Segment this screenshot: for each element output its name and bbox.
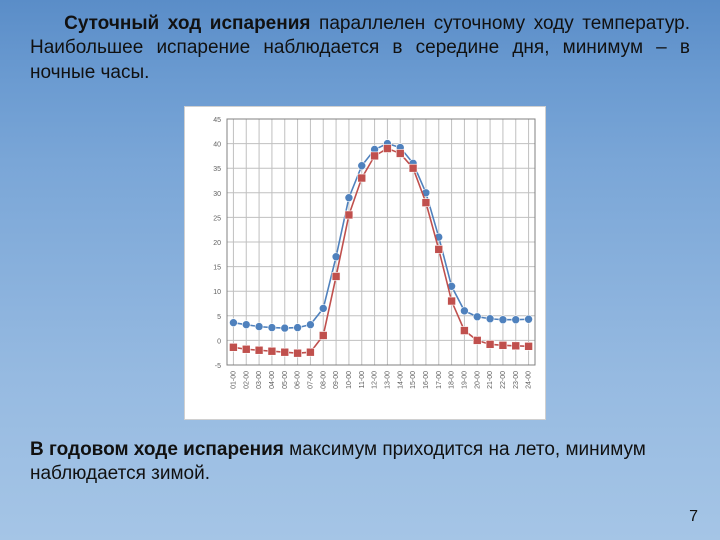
bottom-bold: В годовом ходе испарения <box>30 439 284 460</box>
svg-text:13-00: 13-00 <box>384 371 391 389</box>
svg-text:11-00: 11-00 <box>359 371 366 388</box>
svg-text:16-00: 16-00 <box>423 371 430 389</box>
svg-text:06-00: 06-00 <box>295 371 302 389</box>
evaporation-chart: -5 0 5 10 15 20 25 30 35 40 45 01-00 02-00 03-00 04-00… <box>184 106 546 420</box>
svg-text:14-00: 14-00 <box>397 371 404 389</box>
svg-text:23-00: 23-00 <box>513 371 520 389</box>
svg-text:15-00: 15-00 <box>410 371 417 389</box>
page-number: 7 <box>689 508 698 526</box>
svg-text:5: 5 <box>217 314 221 321</box>
svg-text:09-00: 09-00 <box>333 371 340 389</box>
svg-text:45: 45 <box>213 117 221 124</box>
svg-text:20: 20 <box>213 240 221 247</box>
svg-text:08-00: 08-00 <box>320 371 327 389</box>
svg-text:25: 25 <box>213 215 221 222</box>
svg-text:0: 0 <box>217 338 221 345</box>
svg-text:24-00: 24-00 <box>526 371 533 389</box>
svg-text:-5: -5 <box>215 363 221 370</box>
svg-text:21-00: 21-00 <box>487 371 494 389</box>
bottom-paragraph: В годовом ходе испарения максимум приход… <box>30 438 660 487</box>
svg-text:19-00: 19-00 <box>461 371 468 389</box>
svg-text:01-00: 01-00 <box>230 371 237 389</box>
svg-text:02-00: 02-00 <box>243 371 250 389</box>
svg-text:10-00: 10-00 <box>346 371 353 389</box>
svg-text:35: 35 <box>213 166 221 173</box>
svg-text:07-00: 07-00 <box>307 371 314 389</box>
top-bold: Суточный ход испарения <box>64 13 310 34</box>
top-paragraph: Суточный ход испарения параллелен суточн… <box>30 12 690 85</box>
svg-text:17-00: 17-00 <box>436 371 443 389</box>
chart-svg: -5 0 5 10 15 20 25 30 35 40 45 01-00 02-00 03-00 04-00… <box>185 107 545 419</box>
svg-text:15: 15 <box>213 265 221 272</box>
svg-text:40: 40 <box>213 142 221 149</box>
svg-text:30: 30 <box>213 191 221 198</box>
svg-text:05-00: 05-00 <box>282 371 289 389</box>
svg-text:22-00: 22-00 <box>500 371 507 389</box>
svg-text:03-00: 03-00 <box>256 371 263 389</box>
svg-text:12-00: 12-00 <box>372 371 379 389</box>
svg-text:20-00: 20-00 <box>474 371 481 389</box>
svg-text:18-00: 18-00 <box>449 371 456 389</box>
svg-text:04-00: 04-00 <box>269 371 276 389</box>
svg-text:10: 10 <box>213 289 221 296</box>
